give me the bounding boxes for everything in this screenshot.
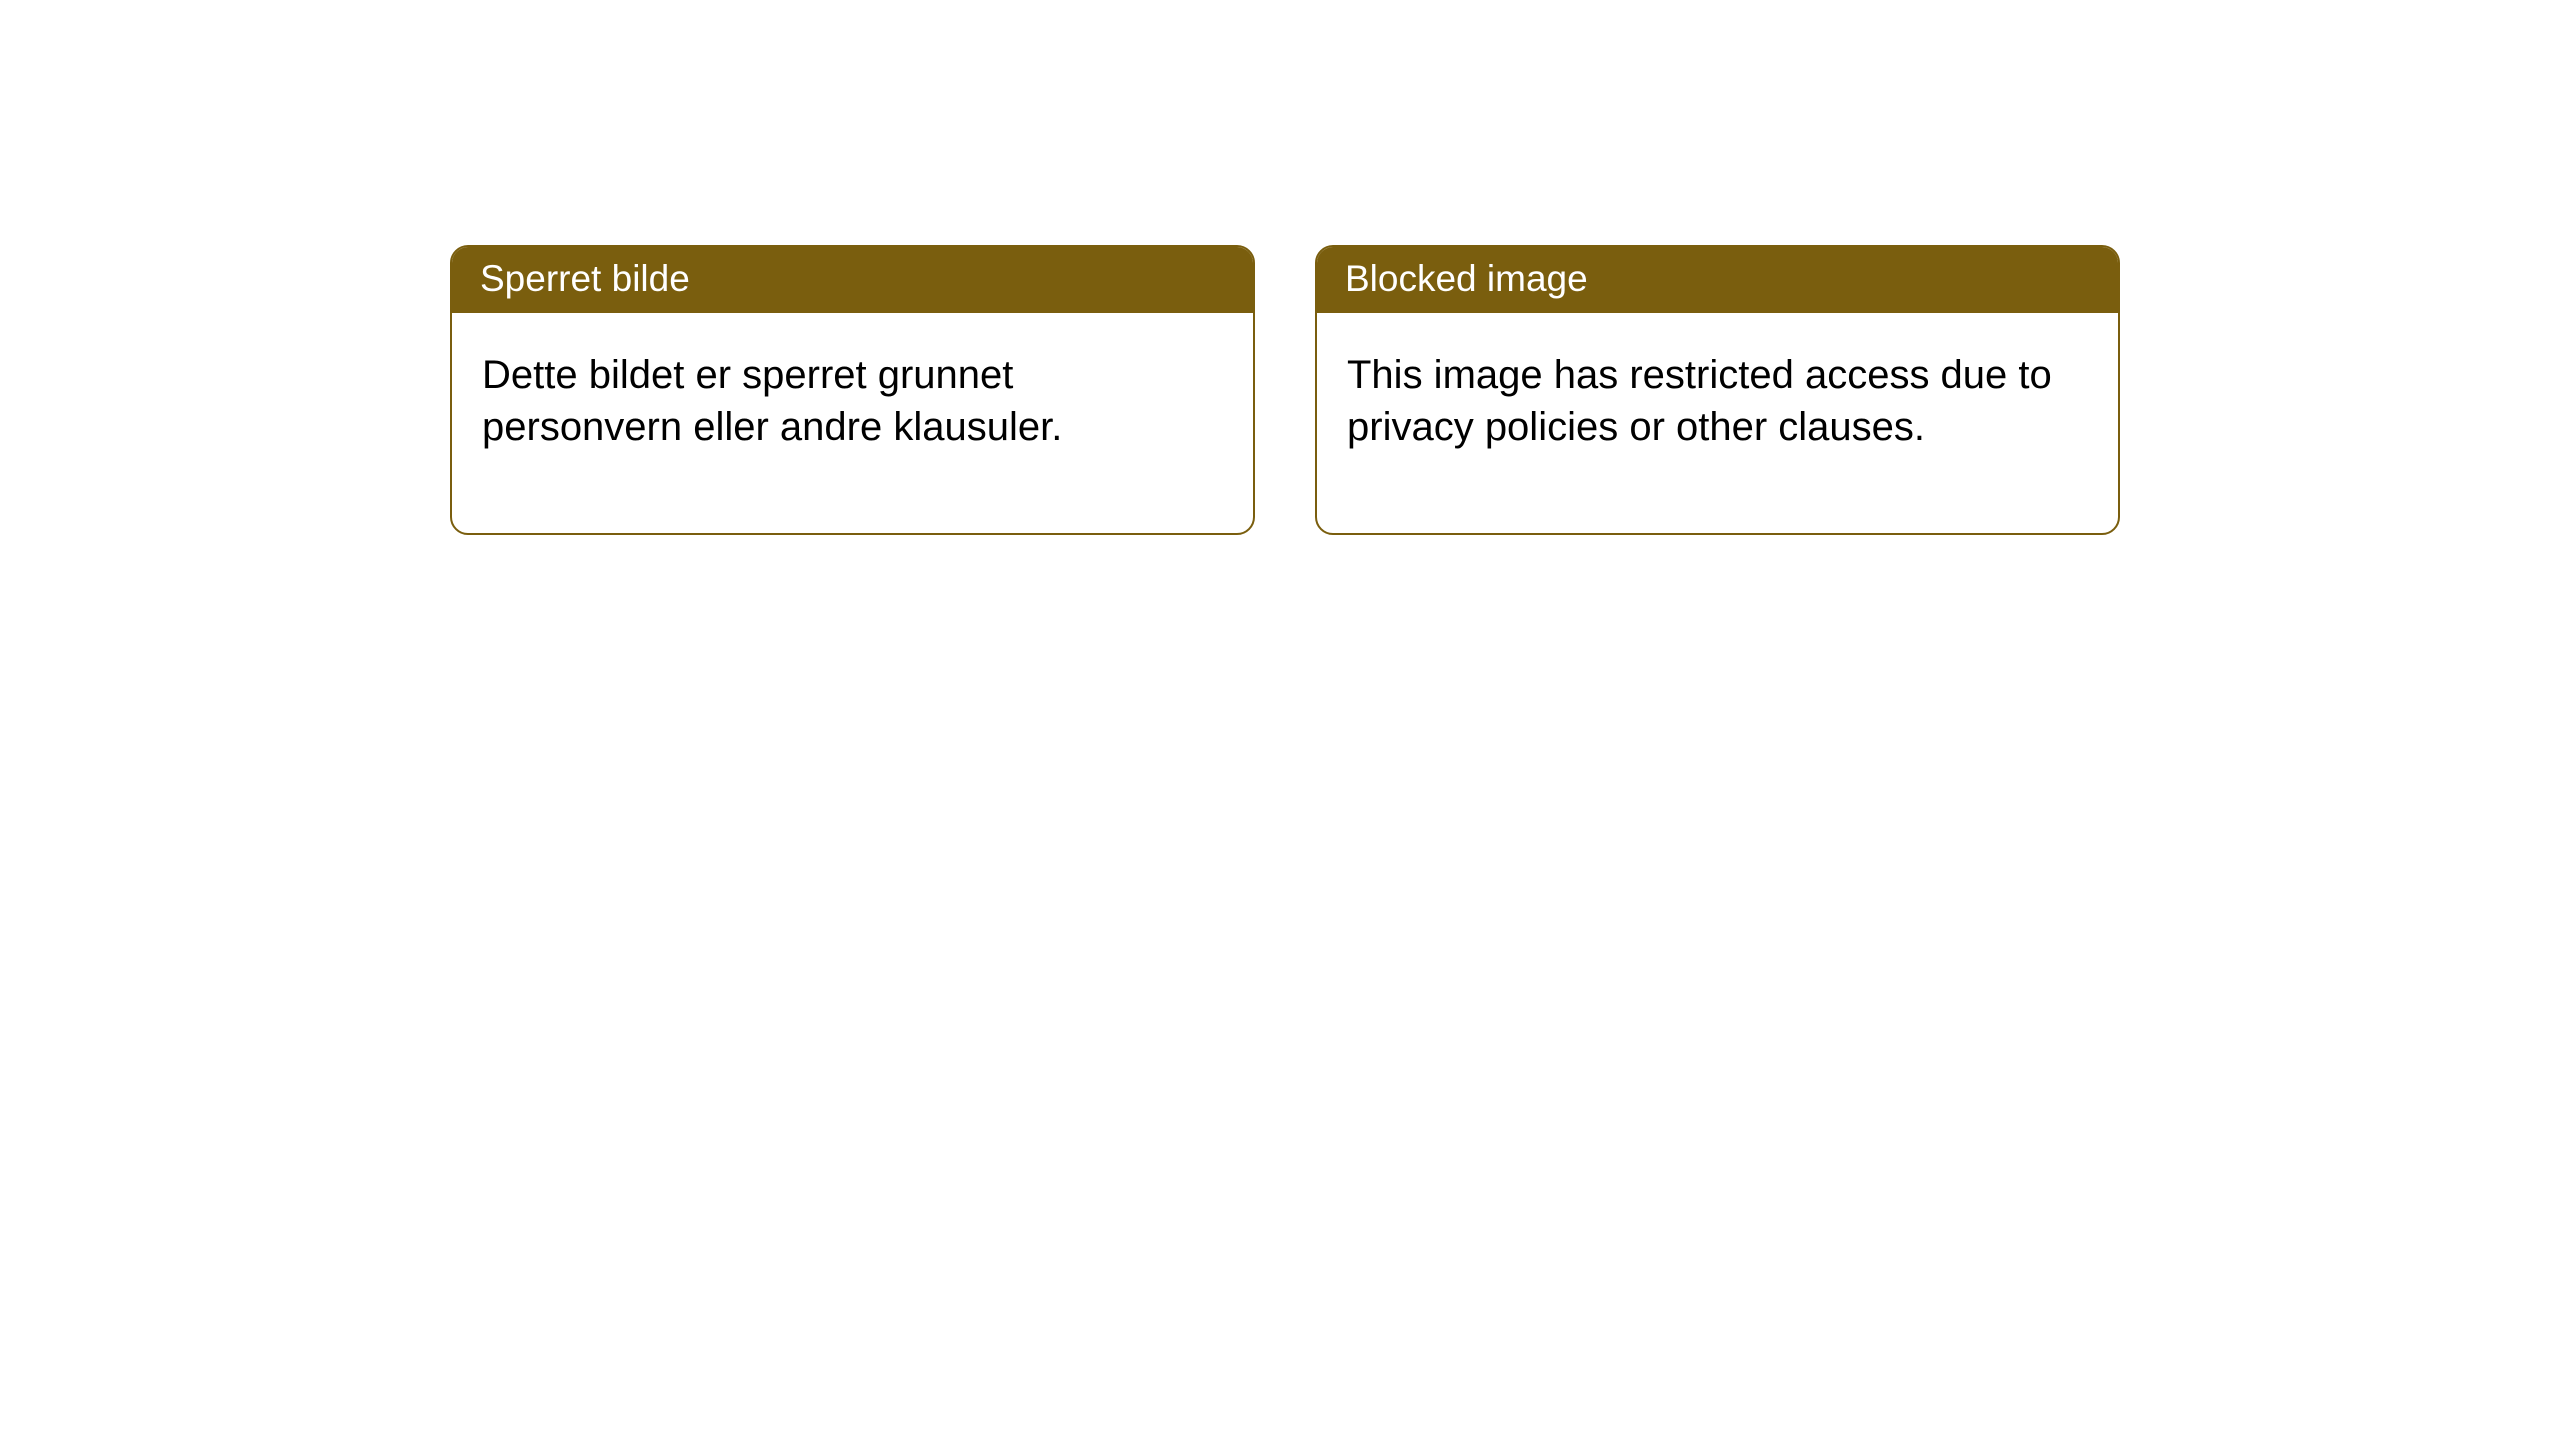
notice-card-norwegian: Sperret bilde Dette bildet er sperret gr… <box>450 245 1255 535</box>
notice-container: Sperret bilde Dette bildet er sperret gr… <box>450 245 2120 535</box>
notice-title-english: Blocked image <box>1317 247 2118 313</box>
notice-card-english: Blocked image This image has restricted … <box>1315 245 2120 535</box>
notice-body-norwegian: Dette bildet er sperret grunnet personve… <box>452 313 1253 533</box>
notice-body-english: This image has restricted access due to … <box>1317 313 2118 533</box>
notice-title-norwegian: Sperret bilde <box>452 247 1253 313</box>
